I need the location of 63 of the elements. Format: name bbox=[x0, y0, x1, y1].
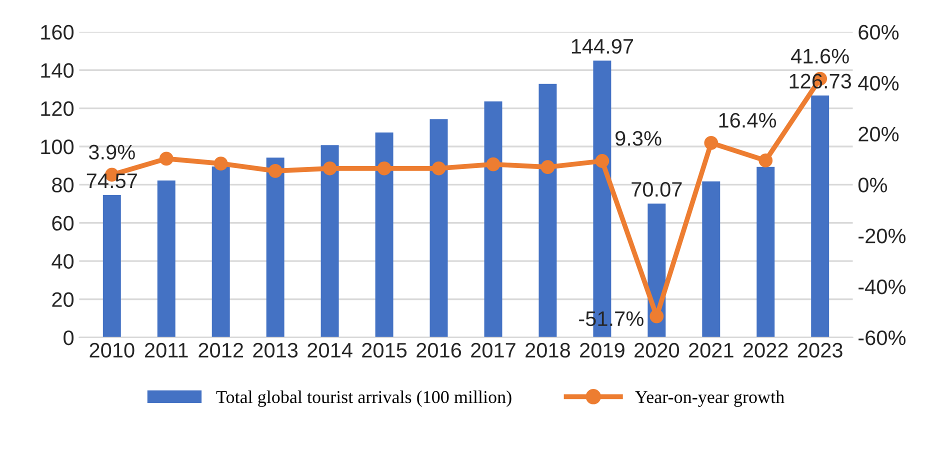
bar bbox=[320, 145, 339, 338]
y-tick-label: 20 bbox=[52, 292, 74, 308]
bar bbox=[756, 166, 775, 338]
y2-tick-label: 40% bbox=[858, 76, 899, 91]
y-tick-label: 160 bbox=[41, 24, 74, 40]
point bbox=[377, 161, 392, 176]
y2-tick-label: -40% bbox=[858, 280, 906, 294]
bar bbox=[266, 158, 284, 338]
x-tick-label: 2020 bbox=[634, 342, 680, 358]
point bbox=[595, 154, 610, 168]
bar bbox=[702, 181, 720, 338]
point bbox=[486, 157, 500, 172]
data-label: 9.3% bbox=[616, 131, 662, 146]
x-tick-label: 2021 bbox=[689, 342, 734, 358]
x-tick-label: 2014 bbox=[308, 342, 352, 358]
x-tick-label: 2022 bbox=[743, 342, 788, 358]
x-tick-label: 2013 bbox=[253, 342, 298, 358]
data-label: 16.4% bbox=[719, 112, 776, 128]
x-tick-label: 2010 bbox=[90, 342, 134, 358]
y2-tick-label: -60% bbox=[858, 330, 906, 346]
legend-label: Total global tourist arrivals (100 million) bbox=[216, 390, 512, 407]
x-tick-label: 2015 bbox=[362, 342, 407, 358]
x-tick-label: 2012 bbox=[198, 342, 243, 358]
point bbox=[159, 152, 174, 166]
data-label: 74.57 bbox=[86, 174, 137, 188]
y2-tick-label: 60% bbox=[858, 24, 899, 40]
data-label: 144.97 bbox=[572, 38, 634, 54]
y-tick-label: 120 bbox=[41, 101, 74, 116]
point bbox=[214, 156, 228, 170]
y-tick-label: 40 bbox=[52, 254, 74, 269]
y2-tick-label: 20% bbox=[858, 126, 899, 142]
x-tick-label: 2016 bbox=[416, 342, 462, 358]
point bbox=[432, 161, 446, 176]
y2-tick-label: -20% bbox=[858, 228, 906, 244]
point bbox=[758, 154, 773, 168]
legend-label: Year-on-year growth bbox=[635, 390, 784, 407]
data-label: 41.6% bbox=[791, 48, 849, 64]
bar bbox=[484, 101, 502, 338]
y-tick-label: 140 bbox=[41, 63, 74, 78]
x-tick-label: 2023 bbox=[798, 342, 842, 358]
y-tick-label: 0 bbox=[64, 330, 74, 346]
point bbox=[540, 160, 555, 174]
point bbox=[704, 136, 718, 150]
x-tick-label: 2019 bbox=[580, 342, 624, 358]
y-tick-label: 60 bbox=[52, 216, 74, 231]
point bbox=[268, 164, 282, 178]
y2-tick-label: 0% bbox=[858, 178, 888, 192]
x-tick-label: 2011 bbox=[145, 342, 188, 358]
x-tick-label: 2017 bbox=[471, 342, 516, 358]
bar bbox=[157, 180, 176, 338]
bar bbox=[430, 119, 448, 338]
bar bbox=[375, 132, 394, 338]
bar bbox=[212, 166, 230, 338]
y-tick-label: 80 bbox=[52, 178, 74, 192]
point bbox=[322, 161, 337, 176]
bar bbox=[811, 95, 830, 338]
bar bbox=[538, 84, 557, 338]
data-label: 70.07 bbox=[632, 182, 682, 197]
bar bbox=[102, 195, 121, 338]
y-tick-label: 100 bbox=[41, 139, 74, 154]
data-label: 3.9% bbox=[88, 144, 135, 160]
x-tick-label: 2018 bbox=[526, 342, 570, 358]
point bbox=[650, 309, 664, 324]
